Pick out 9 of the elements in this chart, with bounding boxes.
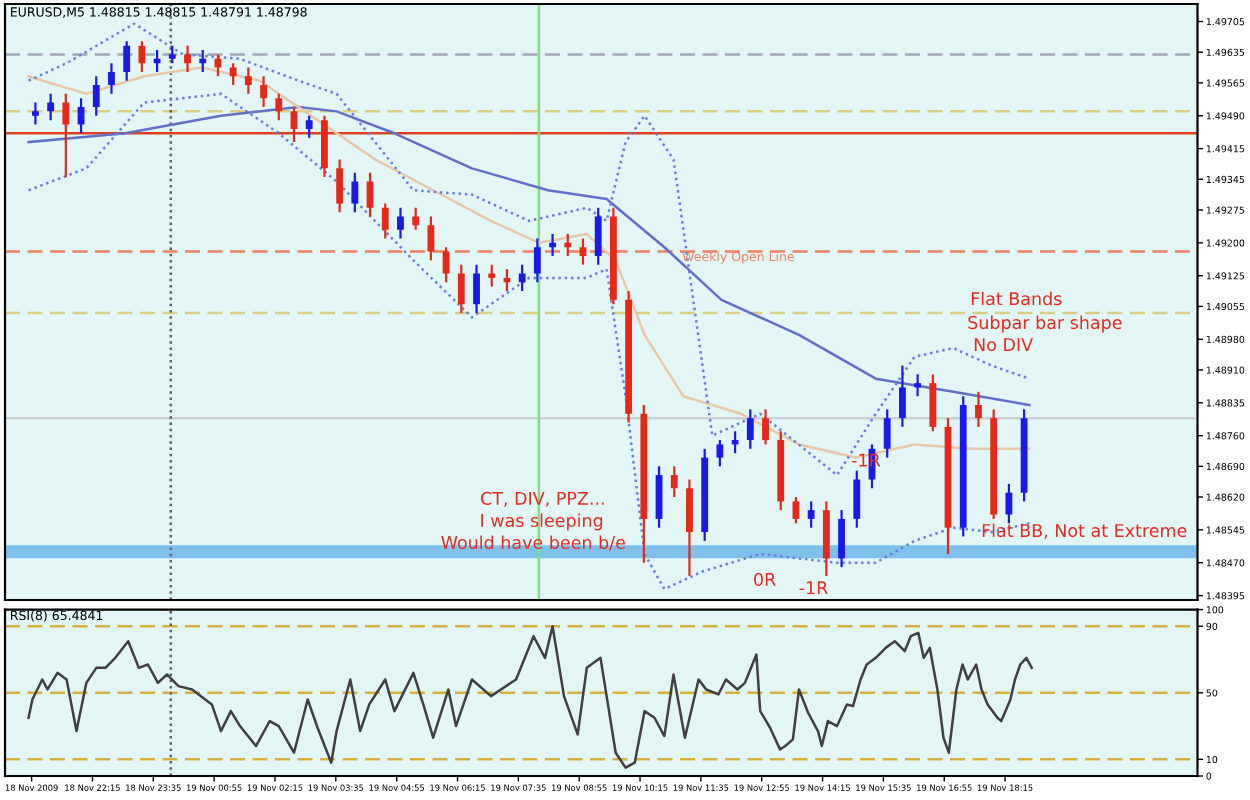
annotation: 0R	[754, 572, 776, 587]
annotation: Subpar bar shape	[968, 315, 1122, 333]
annotation: -1R	[799, 581, 828, 595]
annotation: No DIV	[974, 338, 1033, 352]
annotation: CT, DIV, PPZ...	[481, 491, 604, 507]
annotation: Flat Bands	[971, 291, 1062, 306]
annotation: Would have been b/e	[441, 535, 625, 551]
annotation: I was sleeping	[481, 513, 603, 531]
annotation: Flat BB, Not at Extreme	[982, 523, 1187, 539]
